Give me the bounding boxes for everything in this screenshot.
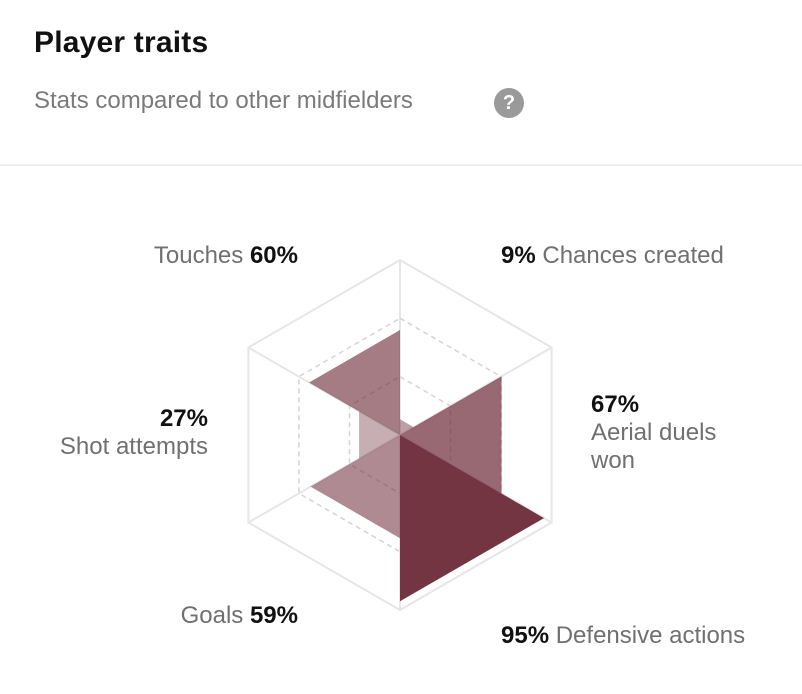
radar-chart	[247, 258, 553, 612]
card-subtitle: Stats compared to other midfielders	[34, 87, 413, 114]
question-mark-icon[interactable]: ?	[494, 88, 524, 118]
label-value: 60%	[249, 242, 298, 269]
radar-sector-defensive-actions[interactable]	[400, 435, 544, 602]
radar-sector-aerial-duels-won[interactable]	[400, 376, 502, 494]
label-name: Goals	[180, 602, 244, 629]
label-name: Defensive actions	[555, 622, 746, 649]
label-value: 67%	[591, 391, 640, 418]
label-defensive-actions: 95% Defensive actions	[501, 622, 745, 650]
radar-sector-shot-attempts[interactable]	[359, 411, 400, 459]
radar-spoke	[247, 346, 401, 436]
label-name: Chances created	[542, 242, 724, 269]
label-goals: Goals 59%	[80, 602, 298, 630]
label-name: Touches	[153, 242, 244, 269]
label-value: 27%	[159, 405, 208, 432]
label-value: 9%	[501, 242, 536, 269]
label-name: Shot attempts	[59, 433, 208, 460]
radar-sector-goals[interactable]	[310, 435, 400, 539]
radar-sector-touches[interactable]	[309, 330, 400, 435]
label-chances-created: 9% Chances created	[501, 242, 724, 270]
card-header: Player traits Stats compared to other mi…	[0, 0, 802, 166]
label-aerial-duels-won: 67% Aerial duels won	[591, 391, 751, 475]
label-touches: Touches 60%	[80, 242, 298, 270]
label-value: 59%	[249, 602, 298, 629]
radar-sector-chances-created[interactable]	[400, 419, 414, 435]
card-title: Player traits	[34, 26, 209, 59]
label-shot-attempts: 27% Shot attempts	[22, 405, 208, 461]
label-value: 95%	[501, 622, 550, 649]
label-name: Aerial duels won	[591, 419, 717, 474]
radar-spoke	[247, 434, 401, 524]
